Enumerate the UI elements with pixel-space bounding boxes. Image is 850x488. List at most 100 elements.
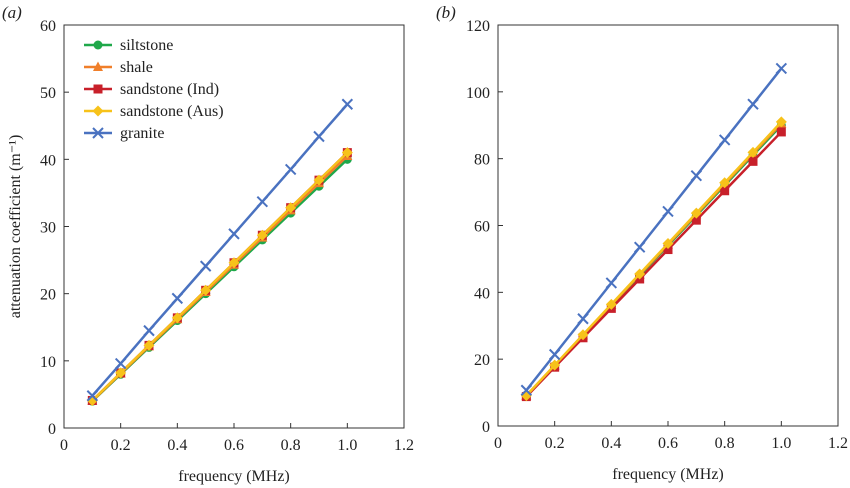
x-tick-label: 0.2 (545, 435, 565, 452)
panel-label: (a) (2, 3, 22, 22)
series-line (525, 121, 783, 397)
x-tick-label: 1.2 (828, 435, 848, 452)
marker-diamond (143, 339, 155, 351)
marker-square (663, 245, 673, 255)
legend: siltstone shale sandstone (Ind) sandstone (… (84, 37, 224, 142)
x-tick-label: 1.2 (394, 437, 414, 454)
marker-square (748, 156, 758, 166)
marker-x (577, 313, 589, 325)
series-line (525, 131, 783, 398)
legend-entry: shale (120, 59, 153, 76)
marker-x (775, 62, 788, 75)
y-tick-label: 100 (466, 85, 490, 102)
x-tick-label: 0 (494, 435, 502, 452)
marker-x (718, 134, 731, 146)
y-tick-label: 60 (40, 18, 56, 35)
marker-x (605, 277, 618, 289)
marker-triangle (93, 61, 103, 71)
marker-x (520, 384, 533, 396)
series-line (525, 67, 783, 392)
marker-x (341, 98, 354, 110)
marker-diamond (549, 359, 561, 371)
y-tick-label: 120 (466, 18, 490, 35)
x-tick-label: 0.8 (715, 435, 735, 452)
series-line (91, 151, 349, 402)
marker-x (228, 228, 240, 240)
plot-frame (63, 24, 405, 429)
marker-diamond (92, 105, 104, 117)
marker-diamond (634, 268, 646, 280)
marker-x (633, 241, 646, 253)
marker-square (93, 84, 103, 94)
y-tick-label: 10 (40, 354, 56, 371)
marker-x (92, 127, 104, 139)
marker-square (720, 186, 730, 196)
series-sandstone-aus- (86, 147, 353, 406)
x-tick-label: 1.0 (337, 437, 357, 454)
legend-entry: sandstone (Ind) (120, 81, 219, 98)
x-tick-label: 1.0 (771, 435, 791, 452)
marker-diamond (285, 202, 297, 214)
marker-x (86, 390, 99, 402)
marker-diamond (228, 257, 240, 269)
marker-diamond (256, 229, 268, 241)
marker-square (776, 127, 786, 137)
marker-diamond (577, 329, 589, 341)
marker-diamond (115, 367, 127, 379)
marker-x (114, 357, 127, 370)
series-sandstone-ind- (521, 127, 786, 402)
legend-entry: granite (120, 125, 164, 142)
series-granite (520, 62, 788, 396)
x-tick-label: 0.6 (658, 435, 678, 452)
panel-1: (b) 0 0.2 0.4 0.6 0.8 1.0 1.2 0 20 40 60 80 100 120 fre… (436, 3, 848, 483)
series-line (91, 103, 349, 397)
marker-diamond (719, 177, 731, 189)
marker-diamond (775, 116, 787, 128)
marker-x (662, 205, 674, 218)
x-tick-label: 0.4 (167, 437, 187, 454)
marker-diamond (747, 146, 759, 158)
x-tick-label: 0.8 (281, 437, 301, 454)
marker-x (313, 130, 325, 143)
marker-x (747, 98, 759, 110)
marker-diamond (313, 174, 325, 186)
marker-x (143, 324, 155, 337)
legend-entry: siltstone (120, 37, 173, 54)
y-tick-label: 80 (474, 152, 490, 169)
y-tick-label: 20 (474, 352, 490, 369)
marker-x (548, 348, 561, 361)
series-sandstone-aus- (520, 116, 787, 402)
marker-x (284, 163, 297, 176)
marker-x (199, 260, 212, 272)
marker-circle (93, 40, 103, 50)
y-tick-label: 40 (474, 285, 490, 302)
marker-diamond (341, 147, 353, 159)
panel-0: (a) 0 0.2 0.4 0.6 0.8 1.0 1.2 0 10 20 30 40 50 60 frequ… (2, 3, 414, 485)
marker-x (256, 195, 269, 208)
marker-diamond (662, 238, 674, 250)
series-granite (86, 98, 354, 402)
y-tick-label: 30 (40, 220, 56, 237)
y-tick-label: 50 (40, 85, 56, 102)
x-axis-label: frequency (MHz) (178, 468, 290, 485)
panel-label: (b) (436, 3, 456, 22)
x-tick-label: 0.2 (111, 437, 131, 454)
marker-diamond (200, 284, 212, 296)
marker-diamond (690, 207, 702, 219)
marker-x (171, 292, 184, 305)
y-tick-label: 60 (474, 219, 490, 236)
x-axis-label: frequency (MHz) (612, 466, 724, 483)
x-tick-label: 0 (60, 437, 68, 454)
marker-x (690, 170, 703, 182)
y-axis-label: attenuation coefficient (m⁻¹) (7, 135, 24, 319)
marker-diamond (171, 312, 183, 324)
x-tick-label: 0.4 (601, 435, 621, 452)
legend-entry: sandstone (Aus) (120, 103, 224, 120)
y-tick-label: 20 (40, 287, 56, 304)
x-tick-label: 0.6 (224, 437, 244, 454)
marker-diamond (605, 298, 617, 310)
y-tick-label: 0 (48, 421, 56, 438)
plot-frame (497, 24, 839, 427)
marker-square (691, 215, 701, 225)
